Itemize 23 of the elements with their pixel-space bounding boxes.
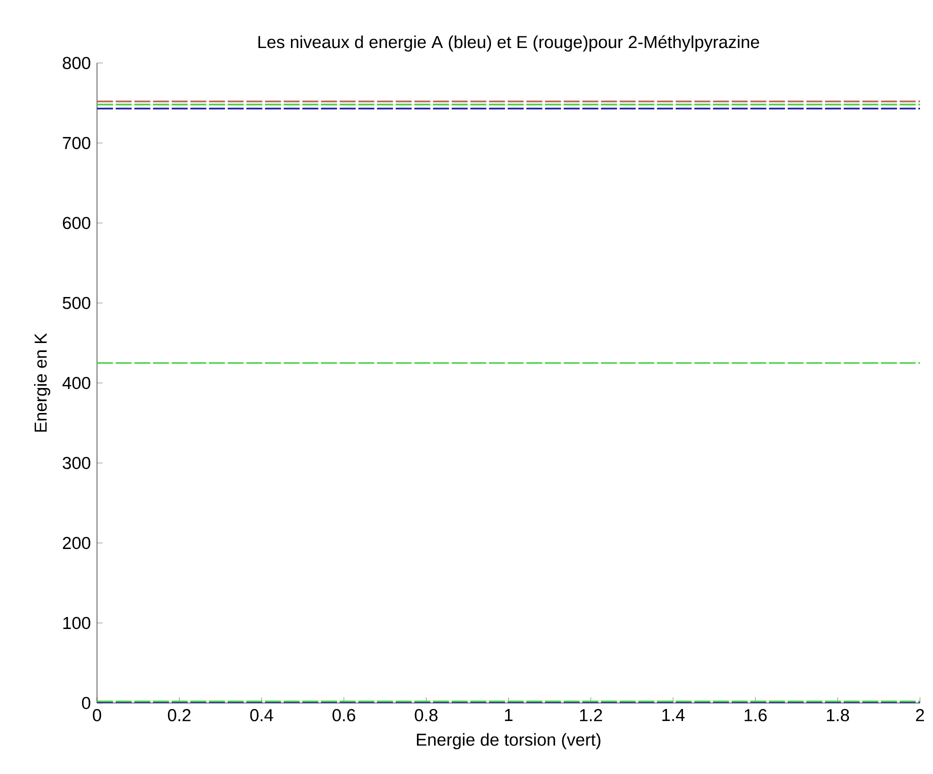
x-tick-label: 0.4 [250, 709, 274, 722]
x-tick-label: 0.6 [332, 709, 356, 722]
x-tick-label: 1.8 [826, 709, 849, 722]
y-tick-label: 500 [62, 296, 90, 310]
x-tick-label: 0.8 [414, 709, 438, 722]
y-tick-label: 600 [62, 216, 90, 230]
x-tick-label: 1 [505, 709, 512, 721]
x-tick-label: 1.4 [662, 709, 685, 721]
x-tick-label: 2 [916, 709, 924, 722]
y-tick-label: 400 [62, 376, 90, 390]
x-tick-label: 1.2 [580, 709, 602, 722]
x-axis-title: Energie de torsion (vert) [416, 733, 600, 750]
chart-title: Les niveaux d energie A (bleu) et E (rouge)pour 2-Méthylpyrazine [258, 35, 760, 52]
y-tick-label: 300 [62, 456, 90, 470]
y-tick-label: 800 [62, 56, 90, 70]
x-tick-label: 0.2 [168, 709, 190, 722]
x-tick-label: 0 [92, 709, 102, 722]
y-tick-label: 100 [63, 616, 90, 630]
y-tick-label: 0 [82, 696, 90, 710]
y-axis-title: Energie en K [34, 333, 50, 432]
x-tick-label: 1.6 [744, 709, 767, 722]
y-tick-label: 200 [62, 536, 90, 550]
y-tick-label: 700 [62, 136, 90, 150]
